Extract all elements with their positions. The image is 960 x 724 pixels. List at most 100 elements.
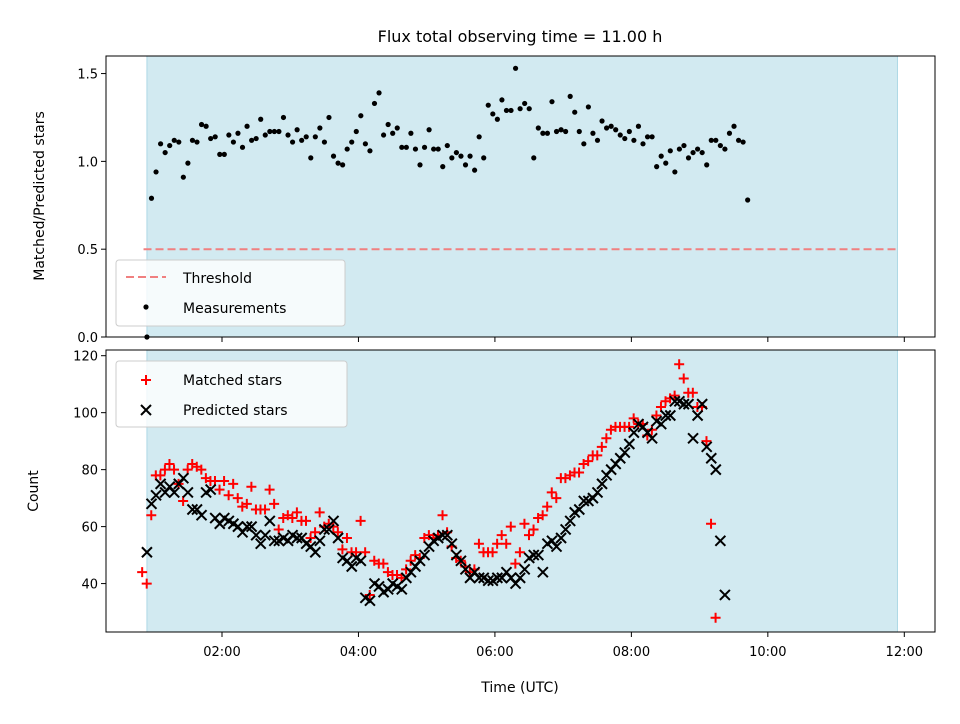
ratio-panel: Matched/Predicted stars 0.0 0.5 1.0 1.5 Thre… [32,55,936,346]
measurement-point [399,144,405,150]
measurement-point [444,142,450,149]
measurement-point [722,146,728,152]
measurement-point [208,135,214,142]
ratio-ytick-label: 1.0 [77,155,98,170]
measurement-point [567,93,573,99]
predicted-star-point [537,566,549,578]
measurement-point [417,162,423,168]
measurement-point [280,114,287,121]
matched-star-point [574,467,585,478]
measurement-point [672,169,678,175]
measurement-point [576,128,582,135]
measurements-legend-swatch [143,304,149,310]
measurement-point [289,139,296,145]
measurement-point [376,90,382,96]
measurement-point [485,102,491,108]
matched-star-point [155,470,166,481]
measurement-point [421,144,428,150]
matched-star-point [501,538,512,549]
matched-star-point [291,507,302,518]
measurement-point [603,125,610,131]
matched-legend-swatch [141,375,151,385]
matched-star-point [510,558,521,569]
predicted-star-point [669,395,681,407]
measurement-point [380,132,387,138]
measurement-point [467,153,473,159]
measurement-point [180,174,186,180]
measurement-point [472,167,478,173]
measurement-point [440,164,446,170]
measurement-point [658,153,664,159]
measurement-point [221,151,227,157]
ratio-ytick-label: 1.5 [77,68,98,83]
predicted-legend-label: Predicted stars [183,403,288,419]
matched-star-point [473,538,484,549]
predicted-star-point [518,563,531,576]
measurement-point [157,141,164,147]
measurement-point [522,100,528,107]
count-panel: Count Time (UTC) 40 60 80 100 120 02:00 04:00 0… [26,349,936,696]
matched-star-point [492,538,503,549]
count-xtick-label: 12:00 [886,645,923,660]
measurement-point [308,155,314,161]
predicted-star-point [259,529,271,541]
measurement-point [271,128,277,135]
measurement-point [326,114,332,121]
matched-star-point [710,612,721,623]
matched-star-point [706,518,717,529]
measurement-point [262,132,268,138]
measurement-point [572,109,578,115]
predicted-star-point [255,537,267,550]
matched-star-point [405,555,416,566]
matched-star-point [269,498,280,509]
measurement-point [631,137,637,143]
matched-star-point [228,478,239,489]
count-ylabel: Count [26,470,42,512]
predicted-star-point [514,572,526,584]
predicted-star-point [168,486,180,499]
measurement-point [435,146,441,152]
measurement-point [644,134,651,140]
measurement-point [353,128,359,135]
measurement-point [335,160,341,166]
predicted-star-point [150,489,162,501]
predicted-star-point [264,515,276,527]
measurement-point [476,134,482,140]
measurement-point [649,134,655,140]
measurement-point [563,128,569,135]
matched-star-point [223,490,234,501]
measurement-point [690,149,696,156]
measurement-point [185,160,191,166]
measurement-point [494,116,500,122]
predicted-star-point [559,523,572,536]
matched-star-point [496,530,507,541]
matched-star-point [378,558,389,569]
matched-star-point [287,513,298,524]
predicted-star-point [141,546,153,558]
measurement-point [581,141,587,147]
measurement-point [458,153,464,159]
matched-star-point [232,493,243,504]
measurement-point [244,123,250,129]
measurement-point [198,121,205,128]
matched-star-point [628,413,639,424]
chart-title: Flux total observing time = 11.00 h [378,27,663,46]
measurement-point [508,107,514,114]
measurement-point [449,155,455,161]
ratio-legend: Threshold Measurements [115,259,346,327]
measurement-point [167,142,173,149]
matched-star-point [141,578,152,589]
predicted-star-point [646,432,658,445]
matched-star-point [437,510,448,521]
measurements-legend-label: Measurements [183,301,286,317]
measurement-point [394,125,400,131]
matched-star-point [364,589,375,600]
measurement-point [431,146,437,152]
measurement-point [685,155,692,161]
measurement-point [481,155,487,161]
predicted-star-point [186,503,199,516]
count-xtick-label: 10:00 [749,645,786,660]
count-legend-box [115,360,348,428]
predicted-star-point [364,594,376,607]
matched-star-point [523,530,534,541]
